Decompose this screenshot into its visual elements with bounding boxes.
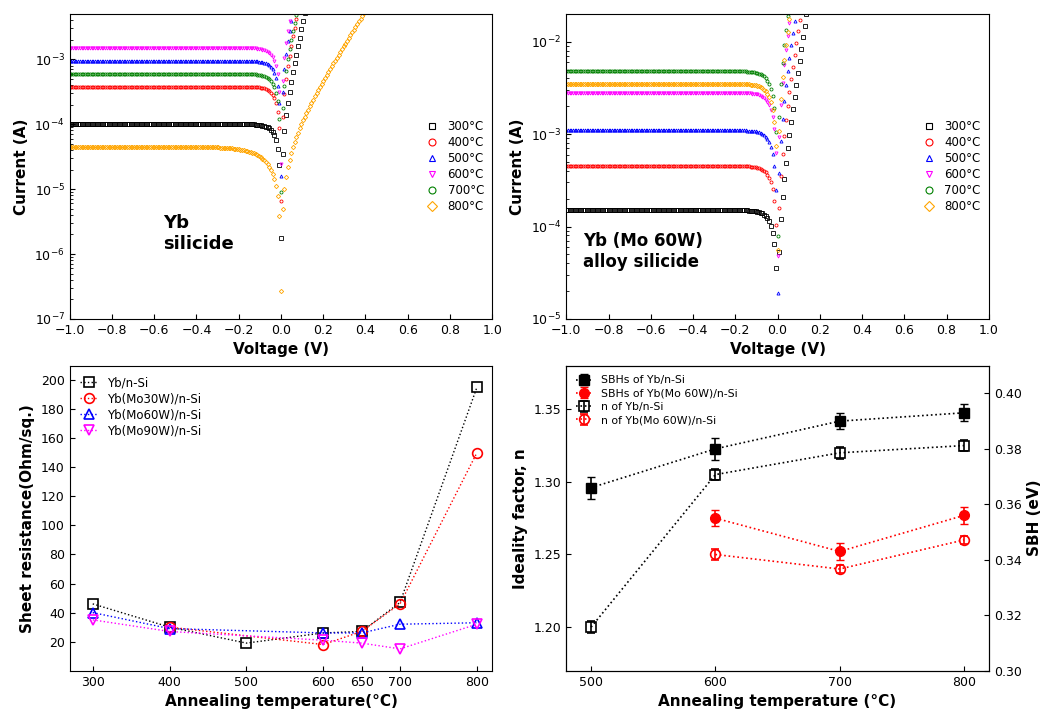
X-axis label: Annealing temperature (°C): Annealing temperature (°C) xyxy=(659,694,897,709)
X-axis label: Voltage (V): Voltage (V) xyxy=(233,342,329,357)
Yb(Mo60W)/n-Si xyxy=(394,620,407,628)
Y-axis label: Ideality factor, n: Ideality factor, n xyxy=(513,448,528,589)
Yb(Mo90W)/n-Si xyxy=(317,636,329,644)
Yb(Mo30W)/n-Si xyxy=(394,599,407,608)
Yb(Mo60W)/n-Si xyxy=(471,618,484,627)
Yb/n-Si xyxy=(317,628,329,637)
Yb/n-Si xyxy=(355,627,367,636)
Yb/n-Si xyxy=(87,599,99,608)
Legend: Yb/n-Si, Yb(Mo30W)/n-Si, Yb(Mo60W)/n-Si, Yb(Mo90W)/n-Si: Yb/n-Si, Yb(Mo30W)/n-Si, Yb(Mo60W)/n-Si,… xyxy=(76,372,206,442)
Y-axis label: Current (A): Current (A) xyxy=(510,119,526,215)
Yb/n-Si xyxy=(164,623,176,631)
Line: Yb(Mo30W)/n-Si: Yb(Mo30W)/n-Si xyxy=(165,448,482,649)
Line: Yb(Mo60W)/n-Si: Yb(Mo60W)/n-Si xyxy=(88,608,482,638)
Legend: SBHs of Yb/n-Si, SBHs of Yb(Mo 60W)/n-Si, n of Yb/n-Si, n of Yb(Mo 60W)/n-Si: SBHs of Yb/n-Si, SBHs of Yb(Mo 60W)/n-Si… xyxy=(571,371,742,429)
Yb/n-Si xyxy=(240,638,252,647)
Yb(Mo30W)/n-Si xyxy=(164,623,176,631)
Text: Yb
silicide: Yb silicide xyxy=(163,214,233,253)
Line: Yb/n-Si: Yb/n-Si xyxy=(88,382,482,648)
Legend: 300°C, 400°C, 500°C, 600°C, 700°C, 800°C: 300°C, 400°C, 500°C, 600°C, 700°C, 800°C xyxy=(921,118,983,215)
Yb(Mo30W)/n-Si xyxy=(317,640,329,649)
Yb(Mo60W)/n-Si xyxy=(164,624,176,633)
Yb(Mo90W)/n-Si xyxy=(164,627,176,636)
Yb(Mo90W)/n-Si xyxy=(394,645,407,654)
Y-axis label: Sheet resistance(Ohm/sq.): Sheet resistance(Ohm/sq.) xyxy=(20,404,35,633)
Y-axis label: Current (A): Current (A) xyxy=(14,119,29,215)
Yb(Mo60W)/n-Si xyxy=(355,628,367,637)
Text: Yb (Mo 60W)
alloy silicide: Yb (Mo 60W) alloy silicide xyxy=(583,232,703,271)
Yb(Mo30W)/n-Si xyxy=(355,627,367,636)
Y-axis label: SBH (eV): SBH (eV) xyxy=(1027,480,1042,557)
Yb(Mo90W)/n-Si xyxy=(355,638,367,647)
Line: Yb(Mo90W)/n-Si: Yb(Mo90W)/n-Si xyxy=(88,615,482,654)
Yb/n-Si xyxy=(471,383,484,392)
Yb(Mo60W)/n-Si xyxy=(87,608,99,617)
X-axis label: Annealing temperature(°C): Annealing temperature(°C) xyxy=(165,694,397,709)
Yb(Mo90W)/n-Si xyxy=(87,615,99,624)
Yb(Mo60W)/n-Si xyxy=(317,628,329,637)
Legend: 300°C, 400°C, 500°C, 600°C, 700°C, 800°C: 300°C, 400°C, 500°C, 600°C, 700°C, 800°C xyxy=(423,118,487,215)
Yb/n-Si xyxy=(394,598,407,607)
X-axis label: Voltage (V): Voltage (V) xyxy=(730,342,826,357)
Yb(Mo30W)/n-Si xyxy=(471,448,484,457)
Yb(Mo90W)/n-Si xyxy=(471,620,484,628)
